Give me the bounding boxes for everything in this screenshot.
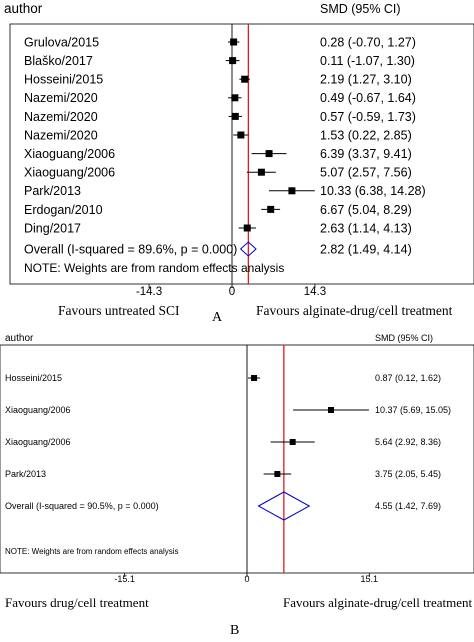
p2-study-label: Xiaoguang/2006 <box>5 405 71 415</box>
p2-overall-label: Overall (I-squared = 90.5%, p = 0.000) <box>5 501 159 511</box>
p2-header-study: author <box>5 333 34 344</box>
p2-note-text: NOTE: Weights are from random effects an… <box>5 547 179 556</box>
p1-x-tick-label: -14.3 <box>136 286 162 298</box>
p2-study-ci-text: 3.75 (2.05, 5.45) <box>375 469 441 479</box>
p1-study-marker <box>241 75 249 83</box>
p2-study-ci-text: 10.37 (5.69, 15.05) <box>375 405 451 415</box>
p2-overall-diamond <box>257 491 311 521</box>
p2-study-label: Park/2013 <box>5 469 46 479</box>
p1-plot-frame <box>9 23 474 285</box>
p1-overall-label: Overall (I-squared = 89.6%, p = 0.000) <box>24 242 237 256</box>
p2-overall-ci-text: 4.55 (1.42, 7.69) <box>375 501 441 511</box>
p1-study-label: Nazemi/2020 <box>24 91 98 105</box>
p1-study-ci-text: 0.57 (-0.59, 1.73) <box>320 110 416 124</box>
p2-favours-right-label: Favours alginate-drug/cell treatment <box>283 595 473 610</box>
p1-study-marker <box>288 187 296 195</box>
p1-study-ci-text: 0.11 (-1.07, 1.30) <box>320 54 415 68</box>
p1-study-ci-text: 2.19 (1.27, 3.10) <box>320 73 412 87</box>
p1-study-label: Xiaoguang/2006 <box>24 147 115 161</box>
p2-header-effect: SMD (95% CI) <box>375 333 433 343</box>
p1-study-marker <box>231 112 239 120</box>
p2-study-marker <box>274 471 281 477</box>
p1-note-text: NOTE: Weights are from random effects an… <box>24 261 284 275</box>
p1-study-label: Nazemi/2020 <box>24 110 98 124</box>
p1-overall-ci-text: 2.82 (1.49, 4.14) <box>320 242 412 256</box>
p2-study-ci-text: 5.64 (2.92, 8.36) <box>375 437 441 447</box>
p1-study-ci-text: 1.53 (0.22, 2.85) <box>320 128 412 142</box>
p1-study-label: Erdogan/2010 <box>24 203 103 217</box>
p2-panel-label: B <box>230 623 239 638</box>
p1-study-ci-text: 0.49 (-0.67, 1.64) <box>320 91 416 105</box>
p1-header-effect: SMD (95% CI) <box>320 2 401 16</box>
p2-study-label: Hosseini/2015 <box>5 373 62 383</box>
p1-study-marker <box>265 150 273 158</box>
p2-x-tick-label: 15.1 <box>361 574 379 584</box>
p1-study-label: Blaško/2017 <box>24 54 93 68</box>
p1-study-ci-text: 5.07 (2.57, 7.56) <box>320 166 412 180</box>
p1-panel-label: A <box>212 310 223 325</box>
p2-x-tick-label: 0 <box>244 574 249 584</box>
p1-study-label: Xiaoguang/2006 <box>24 166 115 180</box>
p1-x-tick-label: 0 <box>229 286 235 298</box>
p1-header-study: author <box>4 1 43 16</box>
p1-study-label: Grulova/2015 <box>24 35 99 49</box>
p2-x-tick-label: -15.1 <box>114 574 135 584</box>
p1-study-label: Nazemi/2020 <box>24 128 98 142</box>
p1-study-marker <box>267 205 275 213</box>
p2-study-ci-text: 0.87 (0.12, 1.62) <box>375 373 441 383</box>
p1-study-ci-text: 10.33 (6.38, 14.28) <box>320 184 426 198</box>
p1-study-marker <box>230 38 238 46</box>
p2-favours-left-label: Favours drug/cell treatment <box>5 595 149 610</box>
p1-study-label: Park/2013 <box>24 184 81 198</box>
p2-plot-frame <box>0 344 474 574</box>
p2-study-marker <box>327 407 334 413</box>
p1-favours-right-label: Favours alginate-drug/cell treatment <box>256 303 453 318</box>
p1-study-ci-text: 2.63 (1.14, 4.13) <box>320 221 412 235</box>
p1-study-ci-text: 6.39 (3.37, 9.41) <box>320 147 412 161</box>
p1-study-marker <box>243 224 251 232</box>
p1-favours-left-label: Favours untreated SCI <box>58 303 180 318</box>
p1-study-ci-text: 0.28 (-0.70, 1.27) <box>320 35 416 49</box>
p1-study-marker <box>229 57 237 65</box>
p1-study-ci-text: 6.67 (5.04, 8.29) <box>320 203 412 217</box>
p1-study-marker <box>231 94 239 102</box>
p2-study-label: Xiaoguang/2006 <box>5 437 71 447</box>
p1-study-marker <box>237 131 245 139</box>
p1-study-label: Hosseini/2015 <box>24 73 103 87</box>
p1-overall-diamond <box>239 241 257 257</box>
p1-study-label: Ding/2017 <box>24 221 81 235</box>
p1-study-marker <box>257 168 265 176</box>
p2-study-marker <box>251 375 258 381</box>
p1-x-tick-label: 14.3 <box>304 286 326 298</box>
p2-study-marker <box>289 439 296 445</box>
